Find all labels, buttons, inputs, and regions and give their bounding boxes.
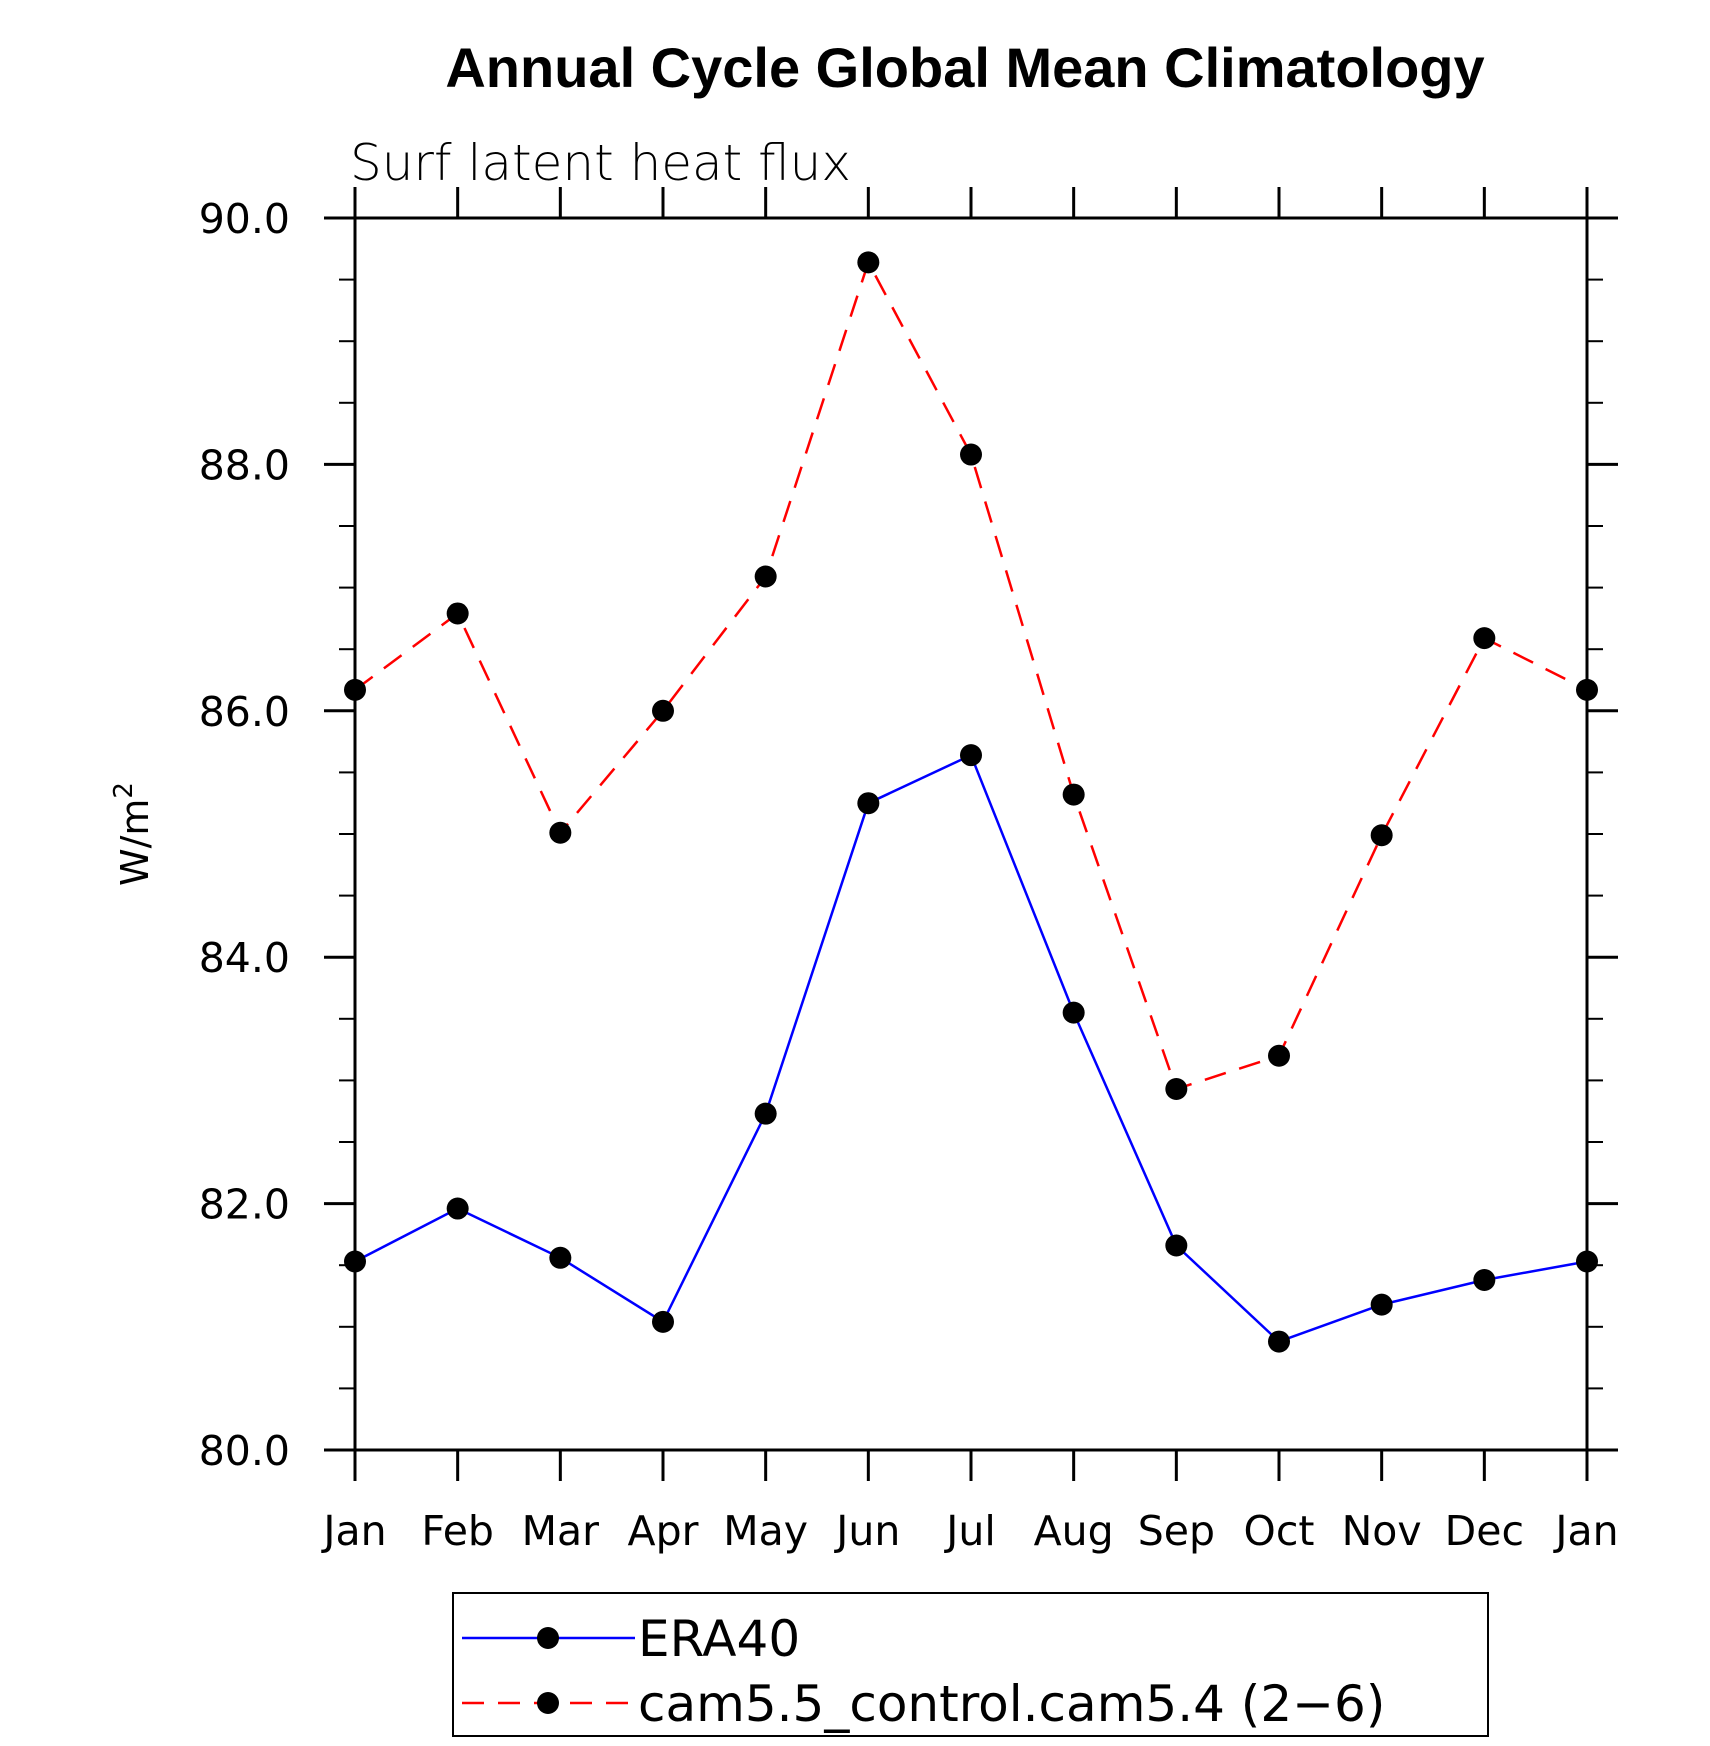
data-point <box>1165 1078 1188 1101</box>
legend-label-cam5: cam5.5_control.cam5.4 (2−6) <box>638 1675 1385 1733</box>
data-point <box>960 443 982 466</box>
data-point <box>1576 678 1598 701</box>
x-tick-label: Mar <box>522 1507 599 1555</box>
x-tick-label: Apr <box>628 1507 699 1555</box>
y-tick-label: 80.0 <box>199 1427 290 1475</box>
plot-border <box>353 216 1589 1452</box>
y-tick-label: 90.0 <box>199 195 290 243</box>
chart-subtitle: Surf latent heat flux <box>350 134 851 192</box>
data-point <box>1576 1250 1598 1273</box>
data-point <box>549 821 572 844</box>
data-point <box>857 251 880 274</box>
y-tick-label: 88.0 <box>199 441 290 489</box>
axis-ticks <box>324 187 1618 1481</box>
y-tick-label: 84.0 <box>199 934 290 982</box>
x-tick-label: Jan <box>320 1507 386 1555</box>
y-tick-label: 82.0 <box>199 1181 290 1229</box>
series-line-1 <box>354 259 1588 1091</box>
x-tick-label: Jan <box>1552 1507 1618 1555</box>
x-tick-label: Jul <box>943 1507 995 1555</box>
y-axis-label: W/m2 <box>109 782 157 886</box>
x-tick-label: Oct <box>1244 1507 1315 1555</box>
data-point <box>1165 1234 1188 1257</box>
legend-label-era40: ERA40 <box>638 1610 800 1668</box>
data-point <box>754 565 777 588</box>
plot-frame <box>353 216 1589 1452</box>
data-point <box>652 1310 674 1333</box>
series-line-0 <box>354 753 1588 1344</box>
data-point <box>1062 783 1085 806</box>
data-point <box>1370 1293 1393 1316</box>
x-tick-label: Jun <box>833 1507 900 1555</box>
chart-title: Annual Cycle Global Mean Climatology <box>445 36 1484 99</box>
series-layer <box>344 251 1598 1353</box>
data-point <box>344 678 366 701</box>
data-point <box>857 792 880 815</box>
legend-marker-era40 <box>537 1627 559 1649</box>
data-point <box>446 1197 469 1220</box>
x-tick-label: May <box>723 1507 808 1555</box>
legend-marker-cam5 <box>537 1692 559 1714</box>
x-tick-label: Dec <box>1445 1507 1524 1555</box>
x-tick-label: Feb <box>421 1507 494 1555</box>
y-tick-labels: 80.0 82.0 84.0 86.0 88.0 90.0 <box>199 195 290 1475</box>
data-point <box>1473 627 1496 650</box>
x-tick-label: Sep <box>1138 1507 1215 1555</box>
y-axis-label-exponent: 2 <box>109 782 139 799</box>
data-point <box>1062 1001 1085 1024</box>
y-tick-label: 86.0 <box>199 688 290 736</box>
data-point <box>1473 1268 1496 1291</box>
data-point <box>1268 1044 1290 1067</box>
data-point <box>652 699 674 722</box>
legend-box <box>452 1592 1489 1737</box>
x-tick-label: Aug <box>1034 1507 1114 1555</box>
data-point <box>344 1250 366 1273</box>
data-point <box>754 1102 777 1125</box>
x-tick-labels: Jan Feb Mar Apr May Jun Jul Aug Sep Oct Nov Dec Jan <box>320 1507 1618 1555</box>
data-point <box>446 602 469 625</box>
y-axis-label-unit: W/m <box>113 799 157 886</box>
data-point <box>1370 824 1393 847</box>
x-tick-label: Nov <box>1342 1507 1422 1555</box>
legend: ERA40 cam5.5_control.cam5.4 (2−6) <box>452 1592 1489 1737</box>
data-point <box>549 1246 572 1269</box>
data-point <box>1268 1330 1290 1353</box>
data-point <box>960 744 982 767</box>
